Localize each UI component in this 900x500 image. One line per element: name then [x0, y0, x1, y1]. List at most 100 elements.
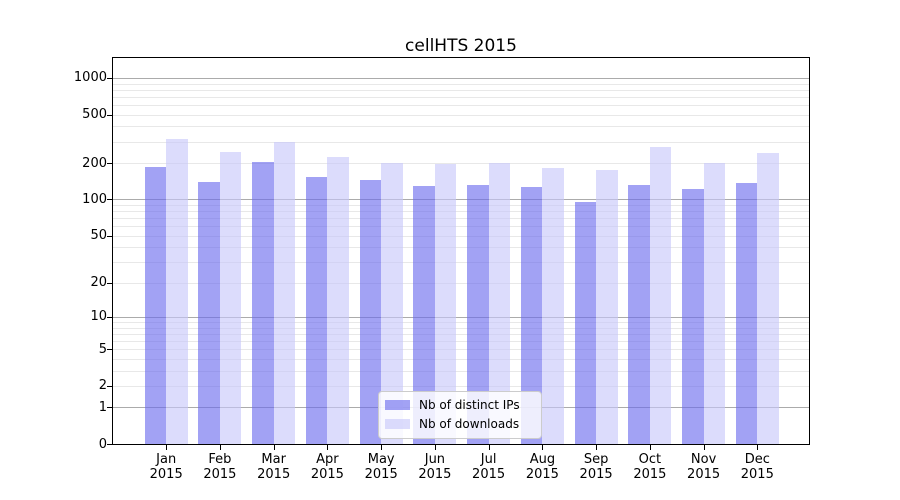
gridline-minor	[113, 163, 809, 164]
y-tick-label: 0	[98, 437, 107, 452]
gridline-minor	[113, 247, 809, 248]
y-tick-mark	[107, 444, 113, 445]
x-tick-label: Mar 2015	[257, 452, 291, 482]
y-tick-mark	[107, 163, 113, 164]
bar-jan-distinct-ips	[144, 166, 167, 444]
gridline-minor	[113, 359, 809, 360]
y-tick-mark	[107, 407, 113, 408]
y-tick-label: 20	[90, 275, 107, 290]
x-tick-mark	[220, 444, 221, 450]
x-tick-mark	[381, 444, 382, 450]
gridline-minor	[113, 328, 809, 329]
gridline-minor	[113, 105, 809, 106]
x-tick-label: Apr 2015	[310, 452, 344, 482]
gridline-major	[113, 78, 809, 79]
x-tick-label: Jul 2015	[472, 452, 506, 482]
x-tick-mark	[542, 444, 543, 450]
gridline-minor	[113, 283, 809, 284]
bar-nov-distinct-ips	[682, 189, 704, 444]
legend-label-downloads: Nb of downloads	[419, 417, 520, 431]
x-tick-mark	[757, 444, 758, 450]
gridline-minor	[113, 90, 809, 91]
bar-apr-downloads	[327, 156, 349, 444]
x-tick-mark	[489, 444, 490, 450]
gridline-minor	[113, 226, 809, 227]
chart-title: cellHTS 2015	[405, 36, 517, 56]
bar-apr-distinct-ips	[305, 176, 328, 444]
plot-area: 0 1 2 5 10 20 50 100 200 500 1000 Jan 2015 Feb 2015 M…	[74, 57, 810, 482]
plot-frame	[112, 57, 810, 445]
legend-row: Nb of downloads	[385, 417, 531, 431]
y-tick-mark	[107, 115, 113, 116]
y-tick-label: 500	[82, 107, 107, 122]
gridline-minor	[113, 205, 809, 206]
bar-feb-distinct-ips	[198, 182, 220, 444]
gridline-minor	[113, 349, 809, 350]
y-tick-label: 10	[90, 309, 107, 324]
x-tick-label: Jan 2015	[149, 452, 183, 482]
x-tick-label: May 2015	[364, 452, 398, 482]
legend-label-distinct-ips: Nb of distinct IPs	[419, 398, 520, 412]
gridline-minor	[113, 236, 809, 237]
gridline-minor	[113, 386, 809, 387]
bar-jun-distinct-ips	[413, 186, 435, 444]
y-tick-mark	[107, 236, 113, 237]
gridline-major	[113, 317, 809, 318]
bar-mar-distinct-ips	[252, 161, 274, 444]
y-tick-label: 50	[90, 228, 107, 243]
x-tick-label: Aug 2015	[525, 452, 559, 482]
y-tick-mark	[107, 283, 113, 284]
x-tick-mark	[596, 444, 597, 450]
y-tick-label: 200	[82, 156, 107, 171]
bar-feb-downloads	[219, 152, 242, 444]
x-tick-mark	[435, 444, 436, 450]
bar-may-distinct-ips	[359, 179, 382, 444]
x-tick-mark	[704, 444, 705, 450]
bar-mar-downloads	[273, 141, 296, 444]
y-tick-label: 2	[98, 378, 107, 393]
legend-swatch-distinct-ips	[385, 400, 410, 410]
bar-oct-downloads	[649, 146, 672, 444]
gridline-minor	[113, 84, 809, 85]
x-tick-mark	[327, 444, 328, 450]
gridline-minor	[113, 341, 809, 342]
x-tick-mark	[274, 444, 275, 450]
legend: Nb of distinct IPs Nb of downloads	[378, 391, 542, 439]
x-tick-label: Oct 2015	[633, 452, 667, 482]
gridline-minor	[113, 334, 809, 335]
x-tick-label: Nov 2015	[687, 452, 721, 482]
bar-jan-downloads	[166, 138, 188, 444]
gridline-minor	[113, 322, 809, 323]
y-tick-label: 1000	[73, 70, 107, 85]
x-tick-label: Dec 2015	[740, 452, 774, 482]
bar-jul-distinct-ips	[467, 184, 489, 444]
y-tick-label: 100	[82, 192, 107, 207]
bar-aug-distinct-ips	[520, 186, 543, 444]
x-tick-label: Feb 2015	[203, 452, 237, 482]
x-tick-label: Sep 2015	[579, 452, 613, 482]
bar-aug-downloads	[542, 168, 564, 444]
gridline-minor	[113, 142, 809, 143]
bar-nov-downloads	[703, 163, 726, 444]
legend-row: Nb of distinct IPs	[385, 398, 531, 412]
gridline-minor	[113, 371, 809, 372]
x-tick-mark	[166, 444, 167, 450]
gridline-minor	[113, 262, 809, 263]
gridline-minor	[113, 115, 809, 116]
y-tick-mark	[107, 386, 113, 387]
y-tick-mark	[107, 349, 113, 350]
y-tick-label: 5	[98, 342, 107, 357]
bar-oct-distinct-ips	[628, 184, 650, 444]
bar-jul-downloads	[488, 163, 511, 444]
bar-sep-downloads	[596, 170, 618, 444]
bar-sep-distinct-ips	[574, 202, 597, 444]
bar-dec-downloads	[757, 153, 779, 444]
x-tick-label: Jun 2015	[418, 452, 452, 482]
legend-swatch-downloads	[385, 419, 410, 429]
bar-dec-distinct-ips	[735, 182, 758, 444]
bar-may-downloads	[381, 162, 403, 444]
gridline-major	[113, 199, 809, 200]
y-tick-label: 1	[98, 400, 107, 415]
x-tick-mark	[650, 444, 651, 450]
